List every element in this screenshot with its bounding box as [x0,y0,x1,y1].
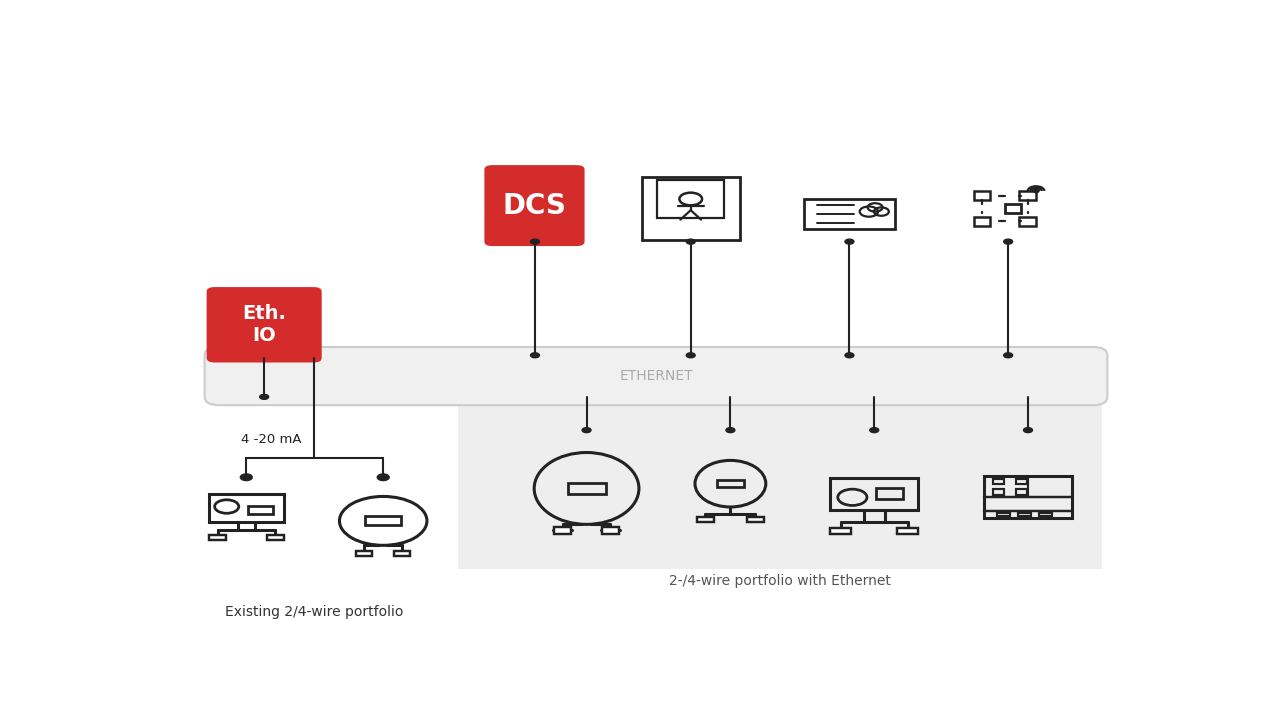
Bar [984,476,1071,518]
Bar [554,527,571,534]
Bar [1019,217,1036,226]
Circle shape [726,428,735,433]
Bar [458,358,1102,569]
Bar [1018,513,1030,516]
Circle shape [241,474,252,480]
Circle shape [686,239,695,244]
Bar [974,191,991,200]
Bar [748,517,764,522]
Circle shape [845,239,854,244]
Text: 4 -20 mA: 4 -20 mA [242,433,302,446]
Bar [641,176,740,240]
Bar [804,199,895,229]
Text: Existing 2/4-wire portfolio: Existing 2/4-wire portfolio [224,605,403,618]
Bar [717,480,744,487]
Bar [209,535,225,540]
Bar [366,516,401,526]
Bar [997,513,1010,516]
Circle shape [530,353,539,358]
Bar [268,535,284,540]
Circle shape [260,395,269,400]
Text: ETHERNET: ETHERNET [620,369,692,383]
Bar [602,527,620,534]
Bar [1019,191,1036,200]
Circle shape [1004,353,1012,358]
Circle shape [845,353,854,358]
Bar [1039,513,1052,516]
Bar [831,478,918,510]
Circle shape [582,428,591,433]
Circle shape [378,474,389,480]
Bar [698,517,714,522]
Circle shape [1033,189,1039,192]
Bar [394,551,411,556]
Circle shape [530,239,539,244]
Bar [877,488,904,499]
Circle shape [1024,428,1033,433]
Text: 2-/4-wire portfolio with Ethernet: 2-/4-wire portfolio with Ethernet [669,574,891,588]
Bar [1015,489,1027,495]
Circle shape [870,428,878,433]
Bar [1005,204,1021,213]
FancyBboxPatch shape [206,287,321,362]
Bar [567,483,605,493]
Text: Eth.
IO: Eth. IO [242,305,287,346]
Bar [356,551,372,556]
Bar [974,217,991,226]
Circle shape [686,353,695,358]
FancyBboxPatch shape [205,347,1107,405]
Bar [992,479,1005,484]
Text: DCS: DCS [503,192,567,220]
Circle shape [1004,239,1012,244]
Bar [209,494,284,521]
Bar [831,528,851,534]
Bar [248,505,273,514]
Bar [657,180,724,217]
Bar [992,489,1005,495]
Bar [1015,479,1027,484]
Bar [897,528,918,534]
FancyBboxPatch shape [484,165,585,246]
